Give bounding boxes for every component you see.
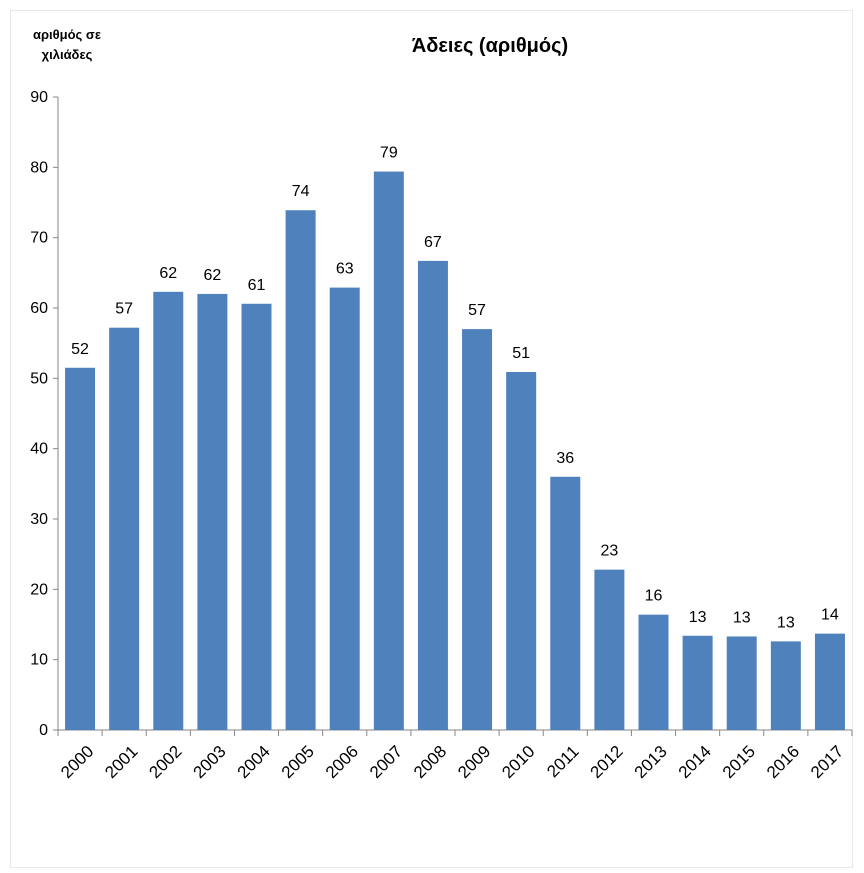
y-tick-label: 10 [30, 652, 48, 669]
x-tick-label: 2005 [278, 742, 318, 782]
bar [65, 367, 96, 730]
bar [197, 293, 228, 730]
data-label: 52 [71, 341, 89, 358]
y-axis: 0 10 20 30 40 50 60 70 80 90 [30, 89, 59, 739]
data-label: 61 [248, 277, 266, 294]
bar [373, 171, 404, 730]
bars [65, 171, 845, 730]
bar [770, 641, 801, 730]
x-tick-label: 2006 [322, 742, 362, 782]
data-label: 62 [159, 265, 177, 282]
y-tick-label: 90 [30, 89, 48, 106]
data-label: 16 [645, 588, 663, 605]
data-label: 67 [424, 234, 442, 251]
data-label: 51 [512, 345, 530, 362]
x-tick-label: 2008 [410, 742, 450, 782]
y-tick-label: 40 [30, 441, 48, 458]
x-tick-label: 2010 [498, 742, 538, 782]
x-tick-label: 2015 [719, 742, 759, 782]
bar [550, 476, 581, 730]
x-tick-label: 2014 [675, 742, 715, 782]
bar [109, 327, 140, 730]
bar [506, 372, 537, 730]
x-tick-label: 2016 [763, 742, 803, 782]
data-label: 62 [203, 267, 221, 284]
y-tick-label: 20 [30, 581, 48, 598]
x-axis: 2000 2001 2002 2003 2004 2005 2006 2007 2008 2009… [57, 729, 853, 782]
data-label: 13 [689, 609, 707, 626]
x-tick-label: 2001 [101, 742, 141, 782]
data-label: 74 [292, 183, 310, 200]
data-label: 57 [115, 301, 133, 318]
data-label: 14 [821, 607, 839, 624]
bar [241, 303, 272, 730]
chart-title: Άδειες (αριθμός) [411, 35, 569, 57]
data-label: 13 [733, 609, 751, 626]
x-tick-label: 2009 [454, 742, 494, 782]
bar [726, 636, 757, 730]
y-tick-label: 0 [39, 722, 48, 739]
data-labels: 52 57 62 62 61 74 63 79 67 57 51 36 23 16 13 13 13 14 [71, 145, 839, 632]
data-label: 63 [336, 261, 354, 278]
x-tick-label: 2000 [57, 742, 97, 782]
bar [329, 287, 360, 730]
bar [285, 210, 316, 730]
bar [638, 614, 669, 730]
x-tick-label: 2004 [234, 742, 274, 782]
bar [153, 291, 184, 730]
y-tick-label: 60 [30, 300, 48, 317]
x-tick-label: 2017 [807, 742, 847, 782]
bar [682, 635, 713, 730]
bar [462, 329, 493, 730]
x-tick-label: 2012 [587, 742, 627, 782]
x-tick-label: 2003 [190, 742, 230, 782]
bar [594, 569, 625, 730]
x-tick-label: 2002 [145, 742, 185, 782]
x-tick-label: 2011 [543, 742, 582, 781]
y-tick-label: 50 [30, 370, 48, 387]
data-label: 36 [556, 450, 574, 467]
y-tick-label: 30 [30, 511, 48, 528]
bar [417, 260, 448, 730]
bar [814, 633, 845, 730]
data-label: 23 [600, 543, 618, 560]
data-label: 79 [380, 145, 398, 162]
data-label: 13 [777, 614, 795, 631]
x-tick-label: 2013 [631, 742, 671, 782]
x-tick-label: 2007 [366, 742, 406, 782]
y-tick-label: 80 [30, 159, 48, 176]
y-axis-unit-label: αριθμός σε χιλιάδες [32, 27, 101, 62]
y-tick-label: 70 [30, 230, 48, 247]
data-label: 57 [468, 302, 486, 319]
